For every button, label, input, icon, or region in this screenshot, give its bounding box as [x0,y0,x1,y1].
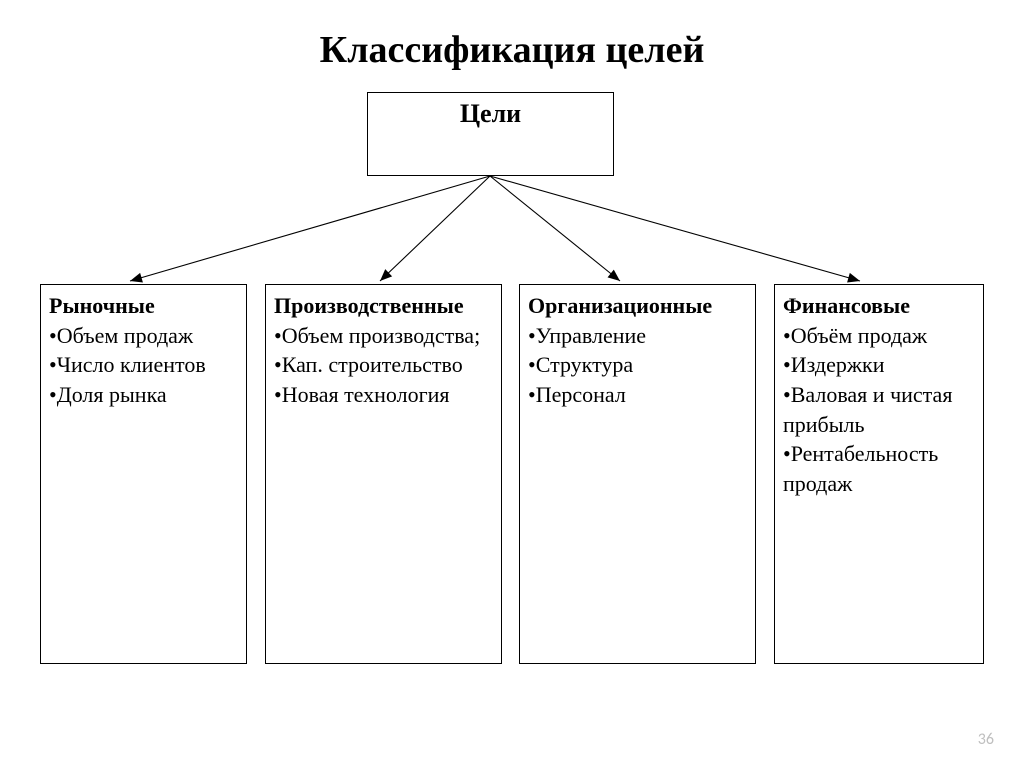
child-item: Объем производства; [274,321,493,351]
child-items: Объём продажИздержкиВаловая и чистая при… [783,321,975,499]
child-item: Новая технология [274,380,493,410]
child-item: Издержки [783,350,975,380]
child-item: Объём продаж [783,321,975,351]
root-node: Цели [367,92,614,176]
child-item: Рентабельность продаж [783,439,975,498]
child-items: УправлениеСтруктураПерсонал [528,321,747,410]
child-node-production: ПроизводственныеОбъем производства;Кап. … [265,284,502,664]
child-items: Объем продажЧисло клиентовДоля рынка [49,321,238,410]
child-title: Рыночные [49,291,238,321]
page-number: 36 [978,730,994,749]
child-title: Организационные [528,291,747,321]
child-title: Производственные [274,291,493,321]
child-item: Число клиентов [49,350,238,380]
child-item: Доля рынка [49,380,238,410]
page-title: Классификация целей [0,0,1024,72]
child-item: Валовая и чистая прибыль [783,380,975,439]
child-item: Объем продаж [49,321,238,351]
child-node-organizational: ОрганизационныеУправлениеСтруктураПерсон… [519,284,756,664]
child-item: Управление [528,321,747,351]
child-item: Персонал [528,380,747,410]
child-node-market: РыночныеОбъем продажЧисло клиентовДоля р… [40,284,247,664]
child-items: Объем производства;Кап. строительствоНов… [274,321,493,410]
child-title: Финансовые [783,291,975,321]
child-node-financial: ФинансовыеОбъём продажИздержкиВаловая и … [774,284,984,664]
child-item: Структура [528,350,747,380]
child-item: Кап. строительство [274,350,493,380]
